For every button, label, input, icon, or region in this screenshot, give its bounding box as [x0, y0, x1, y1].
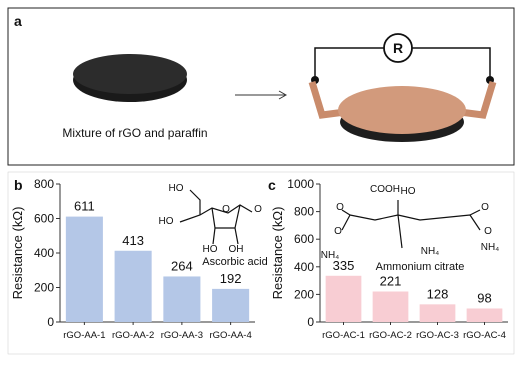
x-tick-label: rGO-AA-2: [112, 330, 154, 341]
value-label: 192: [220, 271, 242, 286]
y-tick-label: 0: [307, 315, 314, 329]
panel-a-frame: [7, 7, 515, 166]
y-tick-label: 600: [34, 212, 54, 226]
atom-label: HO: [169, 183, 184, 194]
atom-label: O: [336, 202, 344, 213]
pellet-top: [73, 54, 187, 94]
bar: [65, 216, 103, 322]
value-label: 221: [380, 274, 402, 289]
panel-label: b: [14, 177, 23, 193]
atom-label: NH₄: [321, 250, 340, 261]
atom-label: O: [254, 204, 262, 215]
meter: [383, 33, 413, 63]
panel-label: c: [268, 177, 276, 193]
bar: [466, 308, 503, 322]
y-tick-label: 0: [47, 315, 54, 329]
y-tick-label: 1000: [287, 177, 314, 191]
x-tick-label: rGO-AC-1: [322, 330, 365, 341]
x-tick-label: rGO-AC-4: [463, 330, 506, 341]
meter-label: R: [393, 40, 403, 56]
x-tick-label: rGO-AA-4: [210, 330, 252, 341]
y-tick-label: 400: [34, 246, 54, 260]
atom-label: O: [222, 204, 230, 215]
x-tick-label: rGO-AC-3: [416, 330, 459, 341]
atom-label: O: [484, 226, 492, 237]
bar: [372, 291, 409, 322]
y-tick-label: 400: [294, 260, 314, 274]
bar: [212, 288, 250, 322]
y-tick-label: 200: [34, 281, 54, 295]
arrowhead: [278, 90, 288, 100]
structure: [341, 200, 481, 249]
copper-disc: [338, 86, 466, 134]
caption: Mixture of rGO and paraffin: [62, 126, 207, 140]
x-tick-label: rGO-AC-2: [369, 330, 412, 341]
y-tick-label: 800: [294, 205, 314, 219]
y-tick-label: 800: [34, 177, 54, 191]
panel-label: a: [14, 13, 22, 29]
bar: [163, 276, 201, 322]
value-label: 335: [333, 258, 355, 273]
lower-frame: [7, 171, 515, 355]
value-label: 264: [171, 258, 193, 273]
value-label: 98: [477, 290, 491, 305]
atom-label: HO: [203, 244, 218, 255]
bar: [114, 250, 152, 322]
value-label: 611: [74, 199, 95, 214]
atom-label: HO: [159, 216, 174, 227]
annotation: Ammonium citrate: [376, 261, 465, 273]
y-axis-title: Resistance (kΩ): [10, 207, 25, 300]
atom-label: O: [334, 226, 342, 237]
atom-label: HO: [401, 186, 416, 197]
value-label: 413: [122, 233, 144, 248]
y-tick-label: 200: [294, 287, 314, 301]
atom-label: OH: [229, 244, 244, 255]
bar: [419, 304, 456, 322]
y-tick-label: 600: [294, 232, 314, 246]
atom-label: NH₄: [481, 242, 500, 253]
bar: [325, 275, 362, 322]
annotation: Ascorbic acid: [202, 256, 267, 268]
wire: [314, 47, 491, 80]
atom-label: NH₄: [421, 246, 440, 257]
value-label: 128: [427, 286, 449, 301]
structure: [179, 189, 253, 245]
y-axis-title: Resistance (kΩ): [270, 207, 285, 300]
copper-leads: [308, 80, 497, 119]
atom-label: O: [481, 202, 489, 213]
x-tick-label: rGO-AA-3: [161, 330, 203, 341]
x-tick-label: rGO-AA-1: [63, 330, 105, 341]
atom-label: COOH: [370, 184, 400, 195]
